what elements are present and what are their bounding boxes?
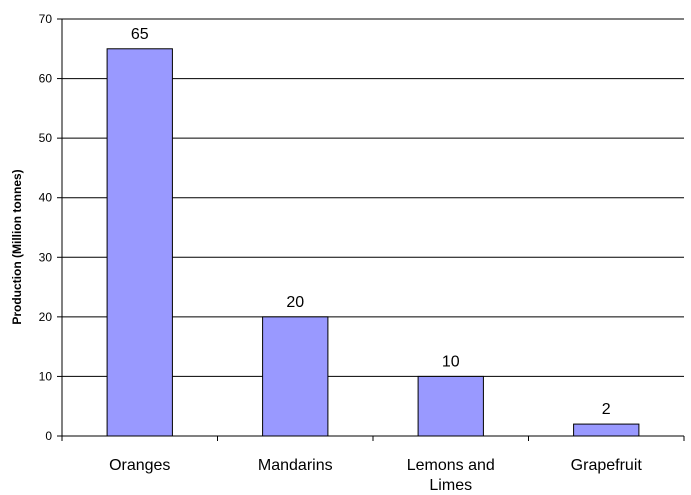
y-tick-label: 20 — [39, 310, 53, 324]
bar — [573, 423, 640, 437]
data-label: 65 — [131, 26, 149, 43]
x-tick-label: Grapefruit — [571, 457, 643, 474]
bar — [106, 48, 173, 437]
bar — [262, 316, 329, 437]
data-label: 2 — [602, 401, 611, 418]
y-tick-label: 40 — [39, 191, 53, 205]
y-tick-label: 30 — [39, 250, 53, 264]
bars — [106, 48, 640, 437]
y-tick-label: 50 — [39, 131, 53, 145]
labels: 0 10 20 30 40 50 60 70 65 Oranges 20 Mandarins 10 Lem… — [39, 12, 643, 494]
data-label: 20 — [286, 294, 304, 311]
axes — [57, 18, 685, 441]
y-tick-label: 60 — [39, 72, 53, 86]
y-tick-label: 0 — [45, 429, 52, 443]
y-tick-label: 10 — [39, 369, 53, 383]
data-label: 10 — [442, 353, 460, 370]
y-axis-title: Production (Million tonnes) — [10, 169, 24, 324]
x-tick-label: Mandarins — [258, 457, 333, 474]
x-tick-label: Lemons and — [407, 457, 495, 474]
bar — [417, 375, 484, 437]
x-tick-label: Oranges — [109, 457, 170, 474]
x-tick-label: Limes — [429, 477, 472, 494]
y-tick-label: 70 — [39, 12, 53, 26]
